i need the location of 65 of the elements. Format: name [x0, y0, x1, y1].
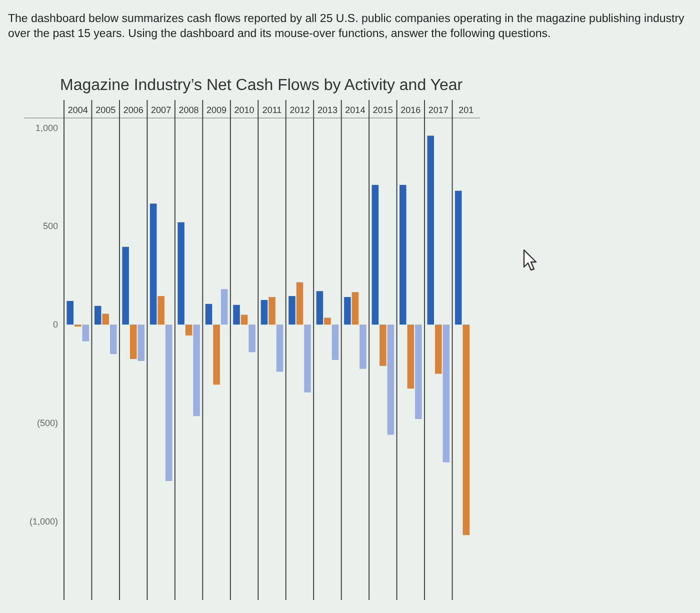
bar	[66, 300, 74, 325]
bar	[288, 296, 296, 325]
bar	[332, 324, 339, 360]
bar	[94, 306, 102, 325]
bar	[380, 324, 386, 366]
bar	[415, 324, 422, 420]
y-tick-label: 500	[42, 221, 58, 232]
bar	[268, 297, 276, 325]
x-tick-label: 2014	[345, 105, 366, 115]
bar	[110, 324, 117, 354]
bar	[454, 190, 462, 325]
bar	[122, 246, 129, 325]
bar	[352, 292, 359, 325]
bar	[248, 324, 256, 352]
bar	[407, 324, 414, 389]
y-tick-label: (500)	[36, 418, 58, 428]
bar	[150, 204, 157, 325]
bar	[304, 324, 311, 392]
bar	[220, 289, 228, 325]
bar	[462, 324, 470, 536]
x-tick-label: 2007	[151, 105, 172, 115]
bar	[102, 314, 109, 325]
bar	[185, 324, 192, 336]
bar	[178, 222, 184, 325]
x-tick-label: 2009	[206, 105, 227, 115]
bar	[276, 324, 284, 372]
bar	[158, 296, 164, 325]
bar	[233, 304, 240, 325]
x-tick-label: 2012	[290, 105, 310, 115]
x-tick-label: 2005	[96, 105, 116, 115]
bar	[213, 324, 220, 385]
bar	[372, 184, 379, 325]
bar	[296, 282, 304, 325]
bar	[240, 314, 248, 325]
x-tick-label: 2004	[68, 105, 88, 115]
bar	[324, 318, 331, 325]
x-tick-label: 2011	[262, 105, 282, 115]
x-tick-label: 2008	[178, 105, 199, 115]
bar	[387, 324, 394, 435]
text: The dashboard below summarizes cash flows reported by all 25 U.S. public companies operating in the magazine publishing industry over the past 15 years. Using the dashboard and its mouse-over functions, answer the following questions.	[8, 13, 685, 40]
bar	[344, 297, 351, 325]
x-tick-label: 201	[458, 105, 474, 115]
x-tick-label: 2017	[428, 105, 448, 115]
bar	[360, 324, 366, 369]
bar	[205, 304, 212, 325]
y-tick-label: 1,000	[35, 122, 58, 133]
bar	[442, 324, 450, 462]
chart-title: Magazine Industry’s Net Cash Flows by Activity and Year	[60, 77, 464, 94]
x-tick-label: 2010	[234, 105, 254, 115]
x-tick-label: 2016	[400, 105, 421, 115]
x-tick-label: 2015	[372, 105, 393, 115]
bar	[193, 324, 200, 416]
bar	[82, 324, 90, 342]
bar	[316, 291, 324, 325]
bar	[427, 136, 434, 325]
bar	[435, 324, 442, 374]
x-tick-label: 2013	[317, 105, 338, 115]
y-tick-label: 0	[52, 320, 58, 330]
x-tick-label: 2006	[123, 105, 144, 115]
y-tick-label: (1,000)	[29, 516, 58, 526]
bar	[130, 324, 137, 359]
bar	[165, 324, 172, 481]
bar	[138, 324, 144, 361]
bar	[400, 184, 406, 325]
bar	[260, 300, 268, 325]
